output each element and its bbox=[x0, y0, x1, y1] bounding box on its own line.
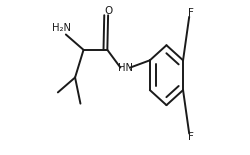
Text: O: O bbox=[104, 6, 112, 16]
Text: HN: HN bbox=[118, 62, 132, 73]
Text: F: F bbox=[188, 8, 194, 18]
Text: F: F bbox=[188, 132, 194, 142]
Text: H₂N: H₂N bbox=[52, 23, 71, 33]
